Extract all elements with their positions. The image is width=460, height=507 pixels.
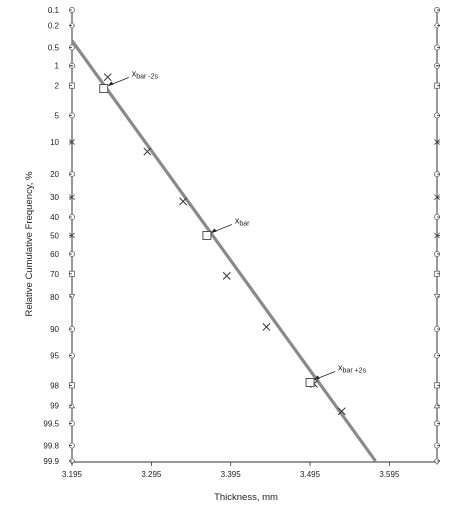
fit-line	[70, 39, 377, 462]
y-tick-label: 90	[50, 325, 59, 334]
annotation-subscript: bar -2s	[136, 74, 158, 81]
reference-point: xbar +2s	[305, 362, 367, 387]
y-tick-label: 99	[50, 401, 59, 410]
y-tick-label: 95	[50, 352, 59, 361]
x-tick-label: 3.595	[379, 470, 400, 479]
data-point	[103, 73, 112, 82]
y-tick-label: 30	[50, 193, 59, 202]
data-point-stroke	[337, 407, 346, 416]
data-point-stroke	[143, 147, 152, 156]
y-tick-labels: 0.1 0.2 0.5 1 2 5 10 20 30 40 50 60 70 80 90 95 98 99 99.5…	[43, 6, 440, 466]
y-axis-title: Relative Cumulative Frequency, %	[24, 171, 35, 317]
data-point-stroke	[222, 271, 231, 280]
y-tick-label: 5	[55, 111, 60, 120]
y-tick-label: 10	[50, 138, 59, 147]
y-tick-label: 99.9	[43, 457, 59, 466]
x-tick-label: 3.495	[300, 470, 321, 479]
annotation-main: x	[235, 216, 240, 226]
annotation-subscript: bar	[239, 221, 250, 228]
data-point-stroke	[262, 323, 271, 331]
annotation-arrowhead	[314, 375, 321, 380]
y-tick-label: 20	[50, 170, 59, 179]
fit-line-group	[70, 39, 377, 462]
y-tick-label: 50	[50, 232, 59, 241]
data-point	[179, 197, 188, 206]
y-tick-label: 1	[55, 62, 60, 71]
x-tick-label: 3.295	[141, 470, 162, 479]
data-point	[143, 147, 152, 156]
data-point	[262, 323, 271, 331]
data-points	[103, 73, 346, 416]
annotation-arrowhead	[107, 81, 114, 87]
y-tick-label: 80	[50, 293, 59, 302]
y-tick-label: 0.2	[48, 21, 60, 30]
x-tick-label: 3.395	[221, 470, 242, 479]
y-tick-label: 0.5	[48, 44, 60, 53]
y-tick-label: 70	[50, 270, 59, 279]
x-tick-labels: 3.195 3.295 3.395 3.495 3.595	[62, 462, 400, 479]
y-tick-label: 99.5	[43, 419, 59, 428]
y-tick-label: 60	[50, 250, 59, 259]
x-axis-title: Thickness, mm	[214, 492, 278, 503]
annotation-label: xbar -2s	[132, 69, 159, 81]
x-tick-label: 3.195	[62, 470, 83, 479]
reference-square	[202, 231, 212, 240]
reference-square	[99, 84, 109, 93]
data-point	[222, 271, 231, 280]
plot-frame	[71, 10, 438, 463]
annotation-main: x	[338, 362, 343, 372]
y-tick-label: 99.8	[43, 442, 59, 451]
y-tick-label: 2	[55, 82, 60, 91]
annotation-main: x	[132, 69, 137, 79]
left-axis-markers	[68, 7, 76, 465]
reference-point: xbar -2s	[99, 69, 159, 93]
reference-point: xbar	[202, 216, 250, 240]
data-point-stroke	[179, 197, 188, 206]
y-tick-label: 98	[50, 381, 59, 390]
annotation-label: xbar	[235, 216, 250, 228]
y-tick-label: 40	[50, 213, 59, 222]
y-tick-label: 0.1	[48, 6, 60, 15]
annotation-label: xbar +2s	[338, 362, 367, 374]
annotation-subscript: bar +2s	[343, 367, 367, 374]
reference-square	[305, 378, 315, 387]
data-point	[337, 407, 346, 416]
data-point-stroke	[103, 73, 112, 82]
annotation-arrowhead	[210, 228, 217, 233]
